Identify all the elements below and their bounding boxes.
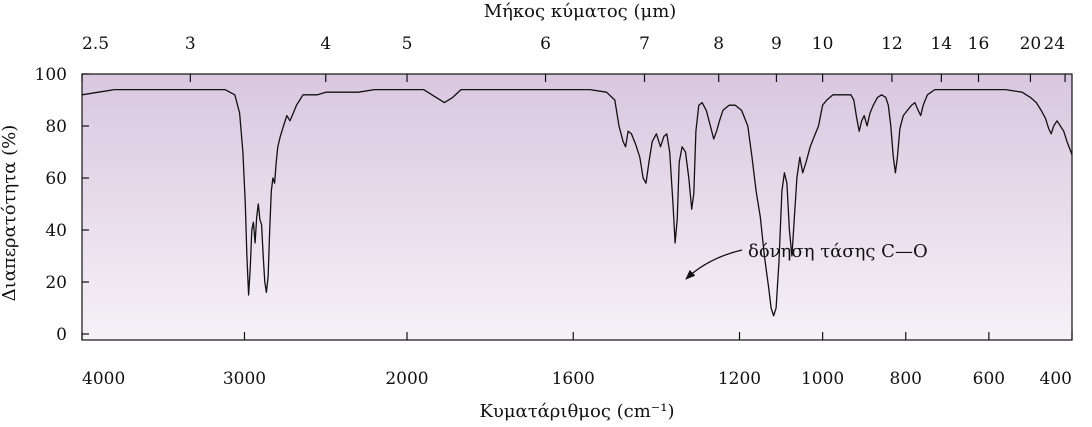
- top-tick-label: 9: [771, 34, 782, 54]
- y-tick-label: 100: [35, 65, 67, 85]
- y-tick-label: 40: [45, 221, 67, 241]
- transmittance-curve: [81, 88, 1073, 317]
- x-tick-label: 1600: [552, 369, 595, 389]
- top-tick-label: 20: [1020, 34, 1042, 54]
- top-tick-label: 3: [185, 34, 196, 54]
- plot-area: [81, 73, 1073, 341]
- x-tick-label: 1000: [801, 369, 844, 389]
- top-tick-label: 7: [639, 34, 650, 54]
- annotation-arrow: [685, 249, 743, 280]
- x-tick-label: 4000: [82, 369, 125, 389]
- top-tick-label: 8: [713, 34, 724, 54]
- top-axis-title: Μήκος κύματος (μm): [484, 1, 677, 22]
- x-tick-label: 2000: [385, 369, 428, 389]
- x-tick-label: 1200: [718, 369, 761, 389]
- bottom-axis-ticks: 4000 3000 2000 1600 1200 1000 800 600 400: [81, 332, 1073, 389]
- y-tick-label: 20: [45, 273, 67, 293]
- top-tick-label: 12: [881, 34, 903, 54]
- annotation-label: δόνηση τάσης C—O: [748, 241, 928, 262]
- top-tick-label: 6: [540, 34, 551, 54]
- x-tick-label: 400: [1040, 369, 1072, 389]
- top-tick-label: 2.5: [82, 34, 109, 54]
- top-tick-label: 14: [931, 34, 953, 54]
- y-tick-label: 0: [56, 325, 67, 345]
- top-tick-label: 24: [1043, 34, 1065, 54]
- y-axis-title: Διαπερατότητα (%): [0, 125, 20, 302]
- x-tick-label: 600: [973, 369, 1005, 389]
- y-tick-label: 80: [45, 117, 67, 137]
- x-axis-title: Κυματάριθμος (cm⁻¹): [479, 401, 674, 422]
- x-tick-label: 3000: [223, 369, 266, 389]
- top-tick-label: 4: [320, 34, 331, 54]
- x-tick-label: 800: [890, 369, 922, 389]
- left-axis-ticks: 0 20 40 60 80 100: [35, 65, 89, 345]
- top-tick-label: 16: [968, 34, 990, 54]
- top-axis-ticks: 2.5 3 4 5 6 7 8 9 10 12 14 16 20 24: [81, 34, 1066, 82]
- top-tick-label: 5: [402, 34, 413, 54]
- y-tick-label: 60: [45, 169, 67, 189]
- top-tick-label: 10: [812, 34, 834, 54]
